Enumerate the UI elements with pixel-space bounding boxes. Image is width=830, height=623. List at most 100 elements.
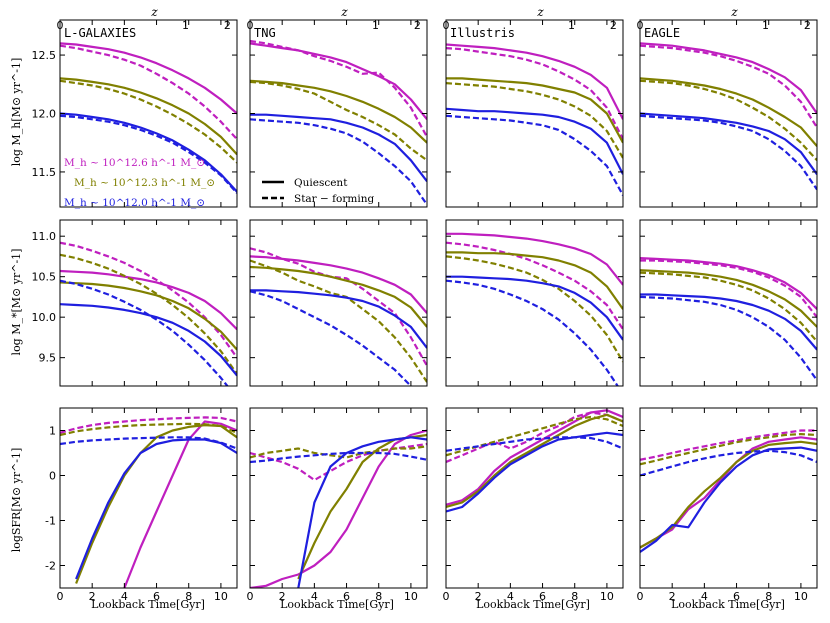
series-line-magenta-solid [640,257,817,310]
series-line-olive-solid [640,269,817,328]
halo-mass-legend: M_h ~ 10^12.6 h^-1 M_⊙ M_h ~ 10^12.3 h^-… [64,157,215,209]
y-tick-label: -1 [45,515,56,528]
series-line-olive-solid [250,79,427,144]
legend-halo-mid: M_h ~ 10^12.3 h^-1 M_⊙ [74,177,215,189]
series-line-olive-dashed [640,433,817,466]
x-tick-label: 2 [89,590,96,603]
series-line-olive-dashed [60,253,237,375]
x-tick-label: 2 [279,590,286,603]
y-tick-label: 12.5 [32,49,57,62]
series-line-blue-dashed [446,436,623,452]
x-tick-label: 0 [57,590,64,603]
z-axis-label: z [536,5,544,19]
series-line-blue-dashed [60,436,237,450]
z-tick-label: 1 [568,19,575,32]
series-line-magenta-dashed [60,241,237,359]
x-tick-label: 10 [600,590,614,603]
z-tick-label: 2 [804,19,811,32]
series-line-magenta-solid [60,42,237,115]
x-tick-label: 10 [214,590,228,603]
series-line-blue-dashed [640,449,817,477]
x-tick-label: 8 [185,590,192,603]
series-line-blue-dashed [250,451,427,464]
series-line-blue-dashed [446,114,623,196]
series-line-olive-dashed [250,445,427,459]
z-tick-label: 0 [443,19,450,32]
series-line-olive-solid [250,265,427,328]
series-line-blue-solid [446,275,623,341]
y-axis-title-stellar: log M_*[M⊙ yr^-1] [10,249,23,356]
series-group [640,257,817,381]
x-tick-label: 2 [669,590,676,603]
series-line-magenta-dashed [446,411,623,464]
series-line-olive-solid [75,424,237,584]
series-group [60,241,237,386]
panel-frame [445,407,624,589]
panel-frame [445,219,624,387]
x-axis-title-col4: Lookback Time[Gyr] [671,598,785,611]
panel-frame [59,219,238,387]
x-tick-label: 0 [637,590,644,603]
z-axis-top: z 0 1 2 z 0 1 2 z 0 1 2 z 0 1 2 [57,5,811,32]
series-line-olive-dashed [60,79,237,164]
x-tick-label: 0 [443,590,450,603]
series-line-blue-solid [250,289,427,349]
panel-title: TNG [254,26,276,40]
series-group [60,42,237,194]
series-line-olive-dashed [250,259,427,383]
x-tick-label: 6 [539,590,546,603]
series-line-magenta-dashed [250,442,427,482]
series-line-blue-solid [640,293,817,351]
series-line-blue-dashed [640,295,817,381]
x-tick-label: 2 [475,590,482,603]
series-line-blue-solid [297,436,427,588]
series-line-magenta-solid [60,269,237,331]
series-group [446,43,623,196]
y-axis-title-sfr: logSFR[M⊙ yr^-1] [10,448,23,553]
series-line-olive-solid [60,281,237,351]
z-tick-label: 0 [637,19,644,32]
x-tick-label: 10 [404,590,418,603]
y-tick-label: 9.5 [39,352,57,365]
series-line-olive-dashed [250,80,427,162]
x-tick-label: 10 [794,590,808,603]
series-line-magenta-dashed [446,47,623,140]
series-line-blue-solid [75,438,237,580]
series-line-magenta-dashed [640,259,817,318]
panel-stellar_mass-0: 9.5 10.0 10.5 11.0 [32,219,238,387]
x-axis-title-col1: Lookback Time[Gyr] [91,598,205,611]
series-line-olive-solid [446,413,623,509]
series-line-blue-dashed [60,279,229,386]
x-tick-label: 8 [571,590,578,603]
y-tick-label: 11.0 [32,230,57,243]
z-tick-label: 0 [57,19,64,32]
panel-halo_mass-3: EAGLE [639,19,818,208]
panel-sfr-1: 0 2 4 6 8 10 [247,407,428,603]
series-line-blue-solid [250,113,427,182]
z-tick-label: 1 [762,19,769,32]
x-tick-label: 0 [247,590,254,603]
x-tick-label: 6 [733,590,740,603]
x-tick-label: 6 [153,590,160,603]
x-tick-label: 4 [507,590,514,603]
panel-sfr-2: 0 2 4 6 8 10 [443,407,624,603]
series-line-olive-dashed [446,82,623,159]
panel-stellar_mass-1 [249,219,428,387]
panel-sfr-3: 0 2 4 6 8 10 [637,407,818,603]
z-tick-label: 0 [247,19,254,32]
y-tick-label: 1 [49,425,56,438]
z-axis-label: z [150,5,158,19]
series-line-olive-dashed [640,79,817,162]
series-group [250,39,427,206]
x-tick-label: 4 [701,590,708,603]
series-line-olive-solid [640,77,817,147]
legend-quiescent: Quiescent [294,177,348,189]
legend-star-forming: Star − forming [294,193,374,205]
series-group [60,416,237,588]
panel-stellar_mass-2 [445,219,624,387]
y-tick-label: 11.5 [32,166,57,179]
z-tick-label: 1 [372,19,379,32]
panel-sfr-0: 0 2 4 6 8 10 -2 -1 0 1 [45,407,238,603]
series-line-magenta-dashed [60,44,237,140]
